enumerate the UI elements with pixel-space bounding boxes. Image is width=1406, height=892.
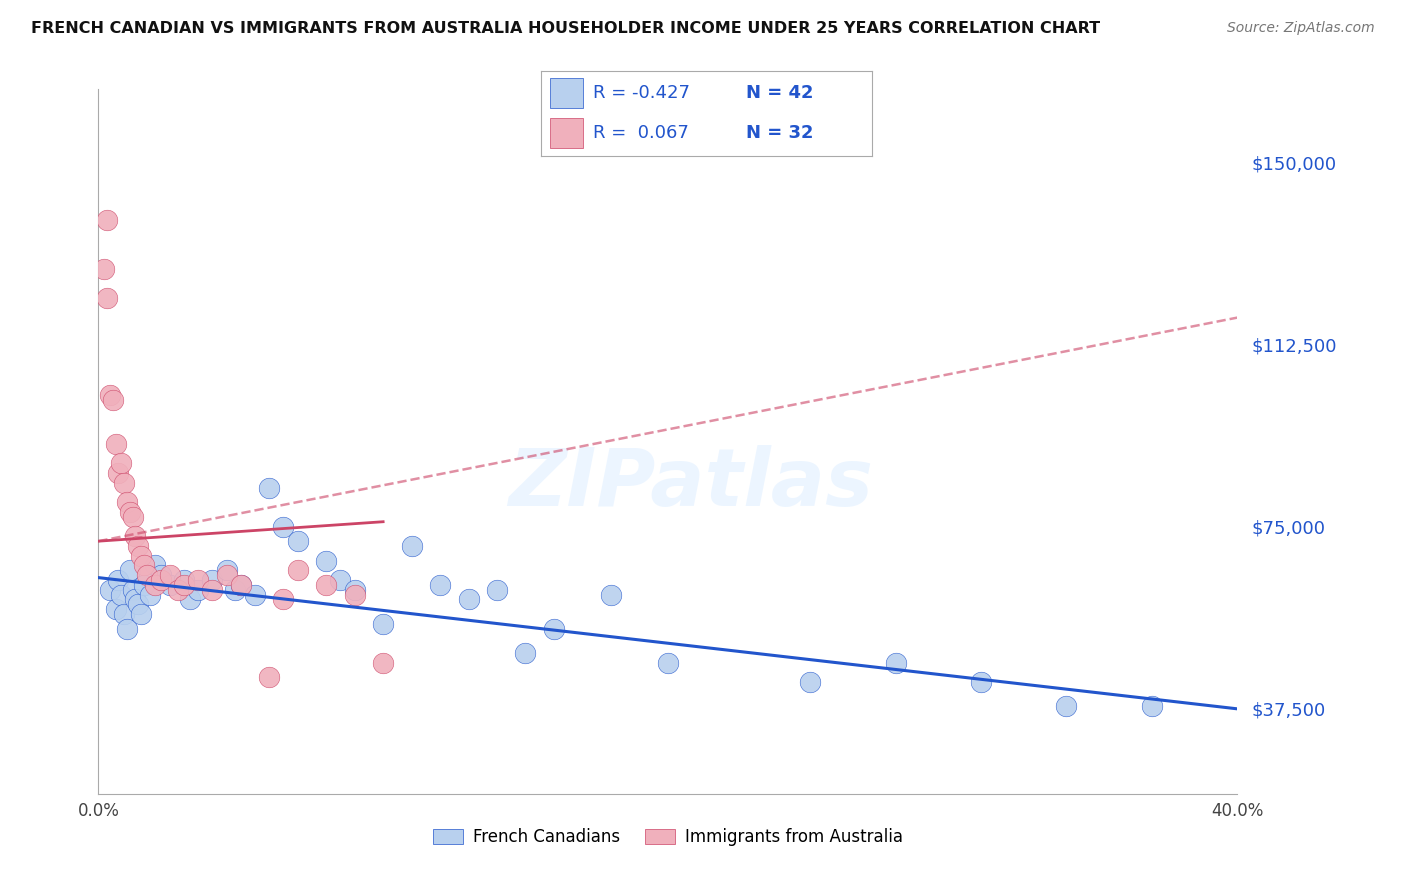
Point: [401, 539, 423, 553]
Point: [110, 457, 132, 471]
Point: [159, 568, 181, 582]
Point: [273, 519, 295, 533]
Point: [543, 622, 565, 636]
Point: [329, 573, 352, 587]
Point: [259, 670, 281, 684]
Point: [187, 582, 209, 597]
Point: [273, 592, 295, 607]
Text: R =  0.067: R = 0.067: [592, 124, 689, 142]
Point: [259, 481, 281, 495]
Point: [112, 475, 135, 490]
Point: [1056, 699, 1078, 714]
Point: [124, 592, 146, 607]
Point: [159, 578, 181, 592]
Point: [115, 495, 138, 509]
Point: [287, 534, 309, 549]
Point: [145, 578, 167, 592]
Point: [229, 578, 252, 592]
Point: [150, 568, 173, 582]
Point: [150, 573, 173, 587]
Text: N = 32: N = 32: [747, 124, 814, 142]
Point: [132, 558, 155, 573]
Point: [657, 656, 679, 670]
Point: [457, 592, 479, 607]
Point: [138, 588, 160, 602]
Text: ZIPatlas: ZIPatlas: [508, 445, 873, 523]
Point: [343, 588, 366, 602]
Point: [315, 578, 337, 592]
Point: [201, 573, 224, 587]
Legend: French Canadians, Immigrants from Australia: French Canadians, Immigrants from Austra…: [426, 822, 910, 853]
Point: [429, 578, 451, 592]
Bar: [550, 78, 582, 108]
Point: [96, 213, 118, 227]
Point: [173, 573, 195, 587]
Point: [110, 588, 132, 602]
Point: [145, 558, 167, 573]
Text: Source: ZipAtlas.com: Source: ZipAtlas.com: [1227, 21, 1375, 35]
Point: [1140, 699, 1163, 714]
Point: [132, 578, 155, 592]
Point: [93, 262, 115, 277]
Point: [107, 573, 129, 587]
Point: [215, 568, 238, 582]
Point: [373, 616, 395, 631]
Point: [243, 588, 266, 602]
Point: [187, 573, 209, 587]
Point: [173, 578, 195, 592]
Point: [118, 563, 141, 577]
Point: [229, 578, 252, 592]
Point: [179, 592, 201, 607]
Text: FRENCH CANADIAN VS IMMIGRANTS FROM AUSTRALIA HOUSEHOLDER INCOME UNDER 25 YEARS C: FRENCH CANADIAN VS IMMIGRANTS FROM AUSTR…: [31, 21, 1099, 36]
Point: [98, 388, 121, 402]
Point: [315, 553, 337, 567]
Point: [224, 582, 246, 597]
Point: [118, 505, 141, 519]
Point: [515, 646, 537, 660]
Text: R = -0.427: R = -0.427: [592, 84, 689, 102]
Point: [884, 656, 907, 670]
Point: [112, 607, 135, 621]
Point: [121, 509, 143, 524]
Point: [129, 607, 152, 621]
Point: [343, 582, 366, 597]
Point: [373, 656, 395, 670]
Text: N = 42: N = 42: [747, 84, 814, 102]
Point: [96, 291, 118, 305]
Point: [101, 393, 124, 408]
Point: [115, 622, 138, 636]
Point: [799, 675, 821, 690]
Point: [486, 582, 509, 597]
Point: [215, 563, 238, 577]
Point: [127, 539, 149, 553]
Point: [129, 549, 152, 563]
Point: [167, 582, 190, 597]
Point: [201, 582, 224, 597]
Point: [124, 529, 146, 543]
Point: [107, 466, 129, 480]
Point: [127, 598, 149, 612]
Point: [121, 582, 143, 597]
Point: [287, 563, 309, 577]
Bar: [550, 118, 582, 147]
Point: [98, 582, 121, 597]
Point: [970, 675, 993, 690]
Point: [135, 568, 157, 582]
Point: [600, 588, 623, 602]
Point: [104, 437, 127, 451]
Point: [104, 602, 127, 616]
